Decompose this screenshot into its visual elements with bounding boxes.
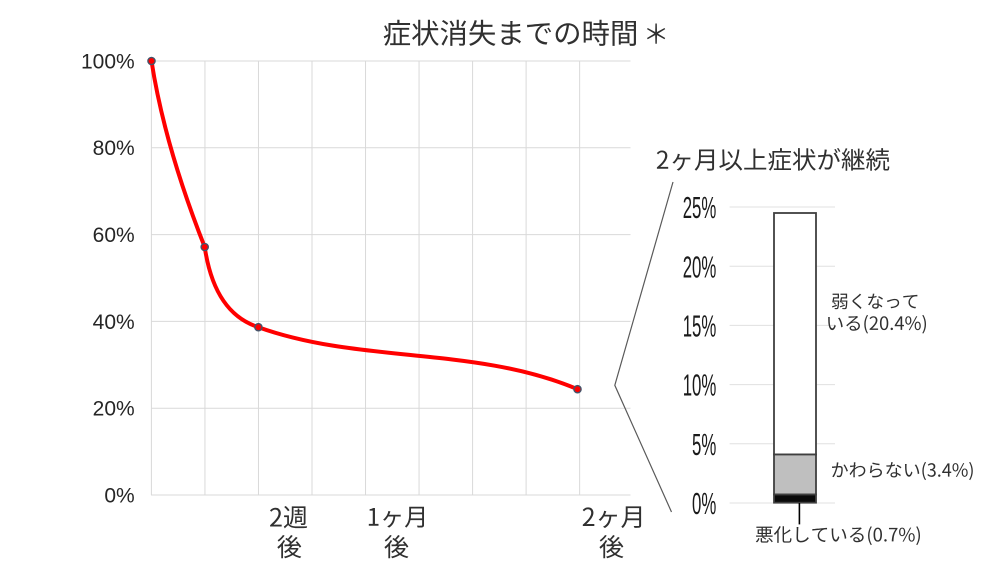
- svg-text:0%: 0%: [692, 488, 716, 521]
- svg-text:60%: 60%: [93, 224, 135, 247]
- svg-text:100%: 100%: [81, 50, 135, 73]
- svg-text:0%: 0%: [104, 484, 134, 507]
- svg-text:15%: 15%: [683, 310, 717, 343]
- svg-text:20%: 20%: [683, 251, 717, 284]
- svg-text:20%: 20%: [93, 398, 135, 421]
- svg-text:10%: 10%: [683, 370, 717, 403]
- svg-text:40%: 40%: [93, 311, 135, 334]
- svg-text:80%: 80%: [93, 137, 135, 160]
- svg-text:5%: 5%: [692, 429, 716, 462]
- svg-text:25%: 25%: [683, 192, 717, 225]
